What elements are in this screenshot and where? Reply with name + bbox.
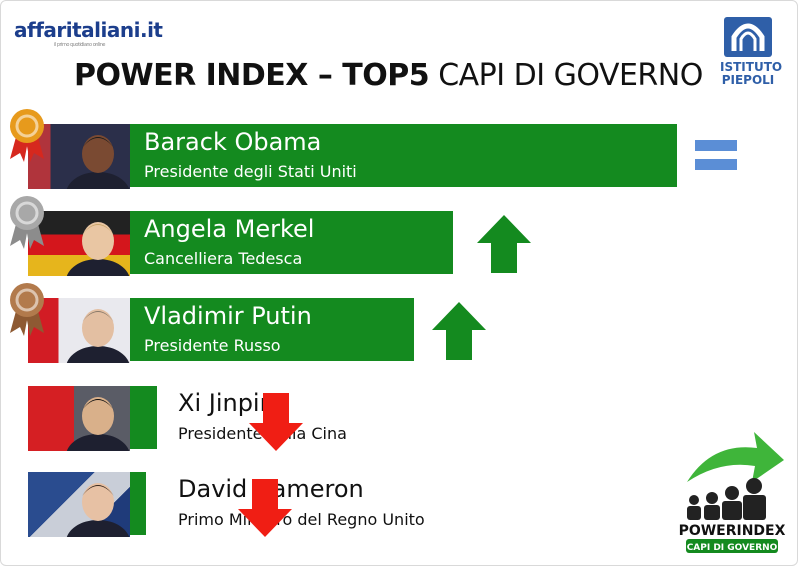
- leader-photo: [28, 386, 130, 451]
- piepoli-line2: PIEPOLI: [721, 73, 775, 87]
- down-trend-arrow-icon: [249, 393, 303, 451]
- equal-trend-icon: [695, 140, 737, 178]
- istituto-piepoli-logo: ISTITUTO PIEPOLI: [720, 17, 783, 97]
- piepoli-text: ISTITUTO PIEPOLI: [720, 60, 783, 87]
- title-light: CAPI DI GOVERNO: [438, 58, 703, 93]
- down-trend-arrow-icon: [238, 479, 292, 537]
- badge-swoosh-arrow-icon: [687, 432, 784, 482]
- badge-subtitle: CAPI DI GOVERNO: [687, 543, 778, 553]
- page-title: POWER INDEX – TOP5 CAPI DI GOVERNO: [74, 58, 714, 93]
- logo-text: affaritaliani.it: [14, 18, 163, 42]
- badge-ribbon: [686, 539, 778, 553]
- leader-photo: [28, 124, 130, 189]
- ranking-row: David Cameron Primo Ministro del Regno Un…: [0, 472, 800, 537]
- ranking-bar: [130, 124, 677, 187]
- bronze-medal-icon: [10, 283, 44, 336]
- ranking-bar: [130, 472, 146, 535]
- ranking-row: Angela Merkel Cancelliera Tedesca: [0, 196, 800, 276]
- ranking-row: Vladimir Putin Presidente Russo: [0, 283, 800, 363]
- title-bold: POWER INDEX – TOP5: [74, 58, 430, 93]
- badge-people-icon: [687, 478, 766, 520]
- leader-role: Cancelliera Tedesca: [144, 249, 303, 268]
- up-trend-arrow-icon: [432, 302, 486, 360]
- leader-name: Vladimir Putin: [144, 302, 312, 330]
- logo-tagline: il primo quotidiano online: [54, 42, 105, 48]
- badge-title: POWERINDEX: [679, 523, 786, 539]
- ranking-bar: [130, 298, 414, 361]
- piepoli-emblem-icon: [724, 17, 772, 57]
- ranking-row: Barack Obama Presidente degli Stati Uniti: [0, 109, 800, 189]
- ranking-bar: [130, 211, 453, 274]
- piepoli-line1: ISTITUTO: [720, 60, 783, 74]
- ranking-bar: [130, 386, 157, 449]
- leader-photo: [28, 298, 130, 363]
- leader-photo: [28, 211, 130, 276]
- up-trend-arrow-icon: [477, 215, 531, 273]
- leader-role: Presidente degli Stati Uniti: [144, 162, 357, 181]
- leader-name: Angela Merkel: [144, 215, 315, 243]
- powerindex-badge: POWERINDEX CAPI DI GOVERNO: [679, 432, 786, 553]
- silver-medal-icon: [10, 196, 44, 249]
- affaritaliani-logo[interactable]: affaritaliani.it il primo quotidiano onl…: [14, 18, 163, 48]
- leader-role: Presidente Russo: [144, 336, 281, 355]
- leader-photo: [28, 472, 130, 537]
- leader-role: Primo Ministro del Regno Unito: [178, 510, 425, 529]
- leader-name: Barack Obama: [144, 128, 322, 156]
- gold-medal-icon: [10, 109, 44, 162]
